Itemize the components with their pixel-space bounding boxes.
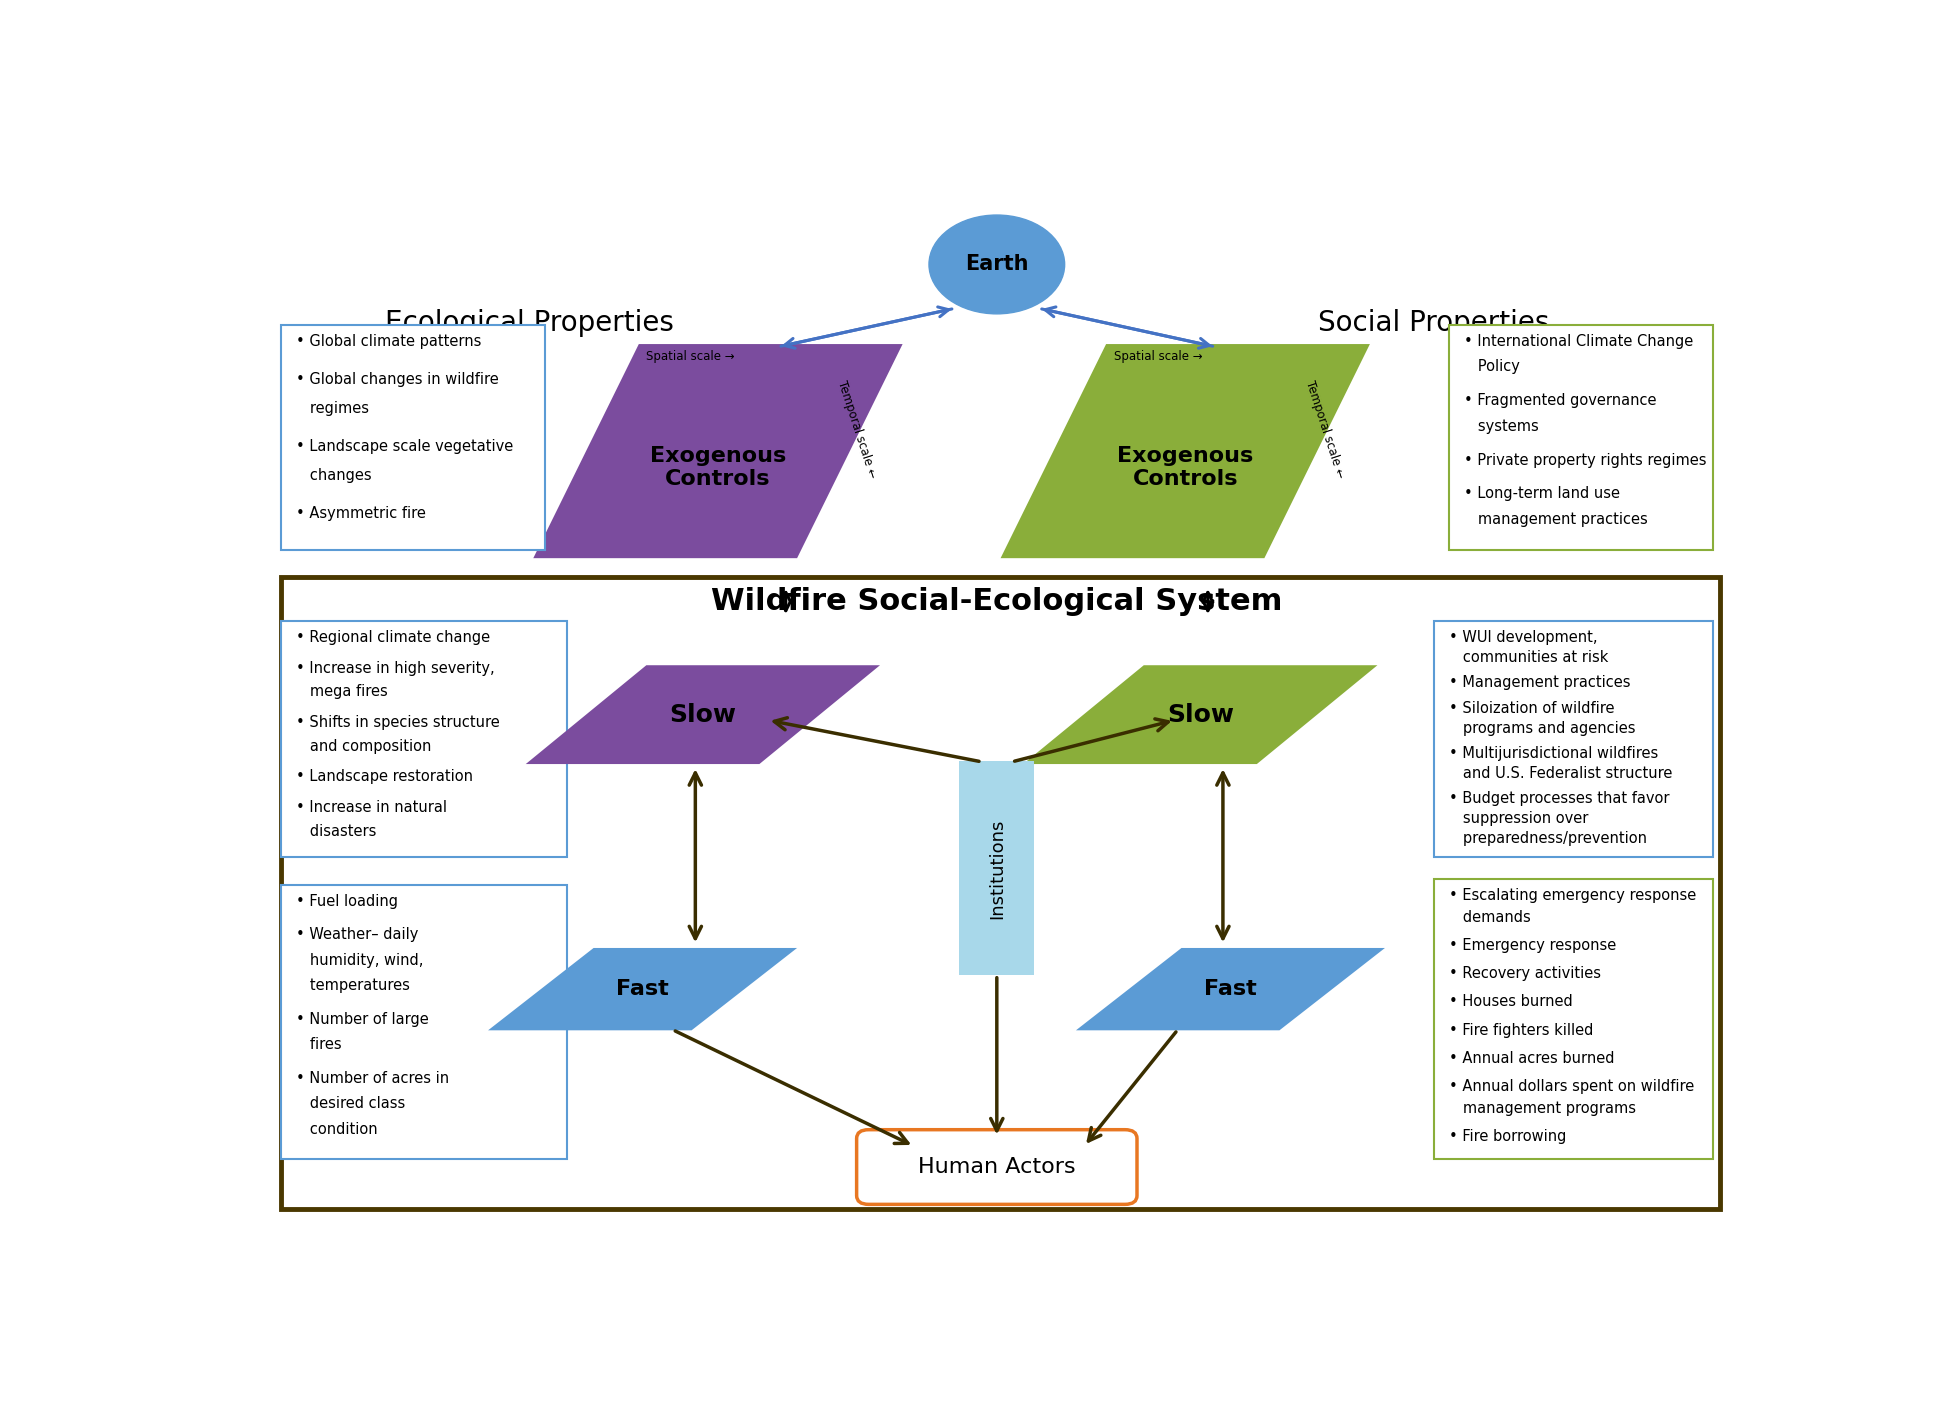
Text: and composition: and composition: [296, 739, 432, 754]
Text: • Annual acres burned: • Annual acres burned: [1449, 1051, 1614, 1065]
Text: disasters: disasters: [296, 824, 375, 838]
FancyBboxPatch shape: [959, 761, 1035, 975]
Text: • Global climate patterns: • Global climate patterns: [296, 334, 480, 348]
Text: suppression over: suppression over: [1449, 811, 1589, 826]
Text: Exogenous
Controls: Exogenous Controls: [1116, 446, 1253, 489]
Text: Ecological Properties: Ecological Properties: [385, 308, 675, 337]
Text: • Houses burned: • Houses burned: [1449, 994, 1574, 1010]
Text: demands: demands: [1449, 910, 1531, 925]
Text: • Landscape restoration: • Landscape restoration: [296, 770, 473, 784]
FancyBboxPatch shape: [280, 622, 568, 857]
Text: • Emergency response: • Emergency response: [1449, 938, 1616, 953]
Text: Temporal scale ←: Temporal scale ←: [836, 379, 879, 479]
Text: Exogenous
Controls: Exogenous Controls: [650, 446, 786, 489]
Text: Spatial scale →: Spatial scale →: [1114, 349, 1202, 362]
Text: • Fuel loading: • Fuel loading: [296, 894, 399, 908]
Text: Human Actors: Human Actors: [918, 1156, 1076, 1176]
Text: • Number of acres in: • Number of acres in: [296, 1071, 449, 1085]
Text: Social Properties: Social Properties: [1319, 308, 1550, 337]
Text: • Landscape scale vegetative: • Landscape scale vegetative: [296, 439, 513, 453]
Text: • Asymmetric fire: • Asymmetric fire: [296, 506, 426, 520]
Text: Slow: Slow: [1167, 703, 1233, 727]
Text: Slow: Slow: [669, 703, 737, 727]
Text: Fast: Fast: [1204, 980, 1256, 1000]
Text: • Multijurisdictional wildfires: • Multijurisdictional wildfires: [1449, 746, 1659, 761]
Text: Fast: Fast: [617, 980, 669, 1000]
Text: fires: fires: [296, 1037, 342, 1052]
Text: systems: systems: [1465, 419, 1538, 434]
Text: • Regional climate change: • Regional climate change: [296, 630, 490, 645]
Text: management programs: management programs: [1449, 1101, 1636, 1115]
Polygon shape: [1000, 344, 1369, 558]
Text: • Management practices: • Management practices: [1449, 676, 1630, 690]
Polygon shape: [533, 344, 902, 558]
Polygon shape: [1076, 948, 1385, 1031]
Polygon shape: [1023, 665, 1377, 764]
Text: communities at risk: communities at risk: [1449, 650, 1609, 665]
Text: preparedness/prevention: preparedness/prevention: [1449, 831, 1647, 846]
FancyBboxPatch shape: [280, 578, 1719, 1209]
FancyBboxPatch shape: [1449, 325, 1714, 550]
Text: • Weather– daily: • Weather– daily: [296, 927, 418, 943]
Text: changes: changes: [296, 468, 371, 483]
Text: Institutions: Institutions: [988, 819, 1006, 918]
Text: programs and agencies: programs and agencies: [1449, 720, 1636, 736]
Text: • Recovery activities: • Recovery activities: [1449, 967, 1601, 981]
Text: Temporal scale ←: Temporal scale ←: [1303, 379, 1346, 479]
Text: temperatures: temperatures: [296, 978, 410, 994]
Text: mega fires: mega fires: [296, 684, 387, 699]
Polygon shape: [488, 948, 797, 1031]
Text: management practices: management practices: [1465, 512, 1647, 528]
Circle shape: [930, 215, 1064, 314]
Text: • Long-term land use: • Long-term land use: [1465, 486, 1620, 502]
Text: • Private property rights regimes: • Private property rights regimes: [1465, 452, 1706, 468]
Text: • International Climate Change: • International Climate Change: [1465, 334, 1694, 348]
Text: condition: condition: [296, 1122, 377, 1137]
Text: Spatial scale →: Spatial scale →: [646, 349, 735, 362]
Text: Earth: Earth: [965, 254, 1029, 274]
Text: regimes: regimes: [296, 401, 370, 416]
Text: • Fire borrowing: • Fire borrowing: [1449, 1129, 1566, 1144]
Text: • Increase in natural: • Increase in natural: [296, 800, 447, 816]
Text: humidity, wind,: humidity, wind,: [296, 953, 424, 968]
FancyBboxPatch shape: [1433, 880, 1714, 1159]
Text: • Global changes in wildfire: • Global changes in wildfire: [296, 372, 498, 386]
Text: desired class: desired class: [296, 1097, 405, 1111]
FancyBboxPatch shape: [280, 325, 545, 550]
Text: • Increase in high severity,: • Increase in high severity,: [296, 660, 494, 676]
Text: and U.S. Federalist structure: and U.S. Federalist structure: [1449, 766, 1673, 781]
Text: • Escalating emergency response: • Escalating emergency response: [1449, 888, 1696, 903]
Text: • Fragmented governance: • Fragmented governance: [1465, 394, 1657, 408]
Text: • Budget processes that favor: • Budget processes that favor: [1449, 791, 1669, 807]
Text: • Fire fighters killed: • Fire fighters killed: [1449, 1022, 1593, 1038]
Polygon shape: [525, 665, 879, 764]
Text: • Shifts in species structure: • Shifts in species structure: [296, 714, 500, 730]
FancyBboxPatch shape: [856, 1129, 1138, 1205]
Text: • Annual dollars spent on wildfire: • Annual dollars spent on wildfire: [1449, 1079, 1694, 1094]
Text: Wildfire Social-Ecological System: Wildfire Social-Ecological System: [712, 588, 1282, 616]
Text: • Number of large: • Number of large: [296, 1011, 428, 1027]
FancyBboxPatch shape: [280, 884, 568, 1159]
Text: Policy: Policy: [1465, 359, 1519, 375]
Text: • Siloization of wildfire: • Siloization of wildfire: [1449, 702, 1614, 716]
FancyBboxPatch shape: [1433, 622, 1714, 857]
Text: • WUI development,: • WUI development,: [1449, 630, 1597, 645]
